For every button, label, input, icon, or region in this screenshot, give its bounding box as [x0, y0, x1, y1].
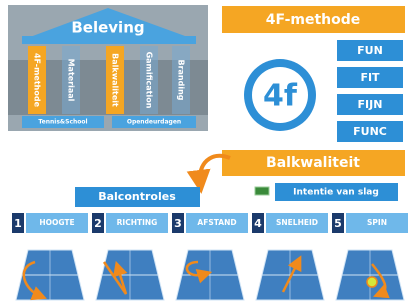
- page: {"temple": {"roof": "Beleving", "pillars…: [0, 0, 413, 304]
- logo: 4f: [263, 79, 298, 114]
- pillar-label: Branding: [177, 59, 186, 100]
- ball: [367, 277, 377, 287]
- step-number: 5: [334, 217, 342, 230]
- intent-icon: [255, 187, 269, 195]
- pillar-label: 4F-methode: [33, 53, 42, 108]
- intent-label: Intentie van slag: [293, 188, 379, 198]
- step-number: 4: [254, 217, 262, 230]
- step-number: 2: [94, 217, 102, 230]
- step-label: HOOGTE: [39, 218, 74, 227]
- step-label: SNELHEID: [276, 218, 318, 227]
- method-item: FUNC: [353, 125, 387, 138]
- method-item: FUN: [357, 44, 383, 57]
- step-number: 1: [14, 217, 22, 230]
- method-title: 4F-methode: [266, 12, 361, 28]
- infographic: Beleving 4F-methode Materiaal Balkwaliteit…: [0, 0, 413, 304]
- method-item: FIT: [360, 71, 380, 84]
- method-item: FIJN: [358, 98, 383, 111]
- pillar-label: Balkwaliteit: [111, 53, 120, 107]
- base-label: Opendeurdagen: [127, 119, 181, 126]
- quality-title: Balkwaliteit: [266, 155, 360, 171]
- step-label: SPIN: [367, 218, 387, 227]
- roof-beam: [22, 36, 196, 44]
- pillar-label: Materiaal: [67, 59, 76, 102]
- step-label: RICHTING: [117, 218, 158, 227]
- base-label: Tennis&School: [38, 119, 87, 126]
- roof-label: Beleving: [71, 19, 144, 37]
- step-number: 3: [174, 217, 182, 230]
- step-label: AFSTAND: [197, 218, 236, 227]
- controls-label: Balcontroles: [98, 190, 176, 203]
- pillar-label: Gamification: [145, 52, 154, 109]
